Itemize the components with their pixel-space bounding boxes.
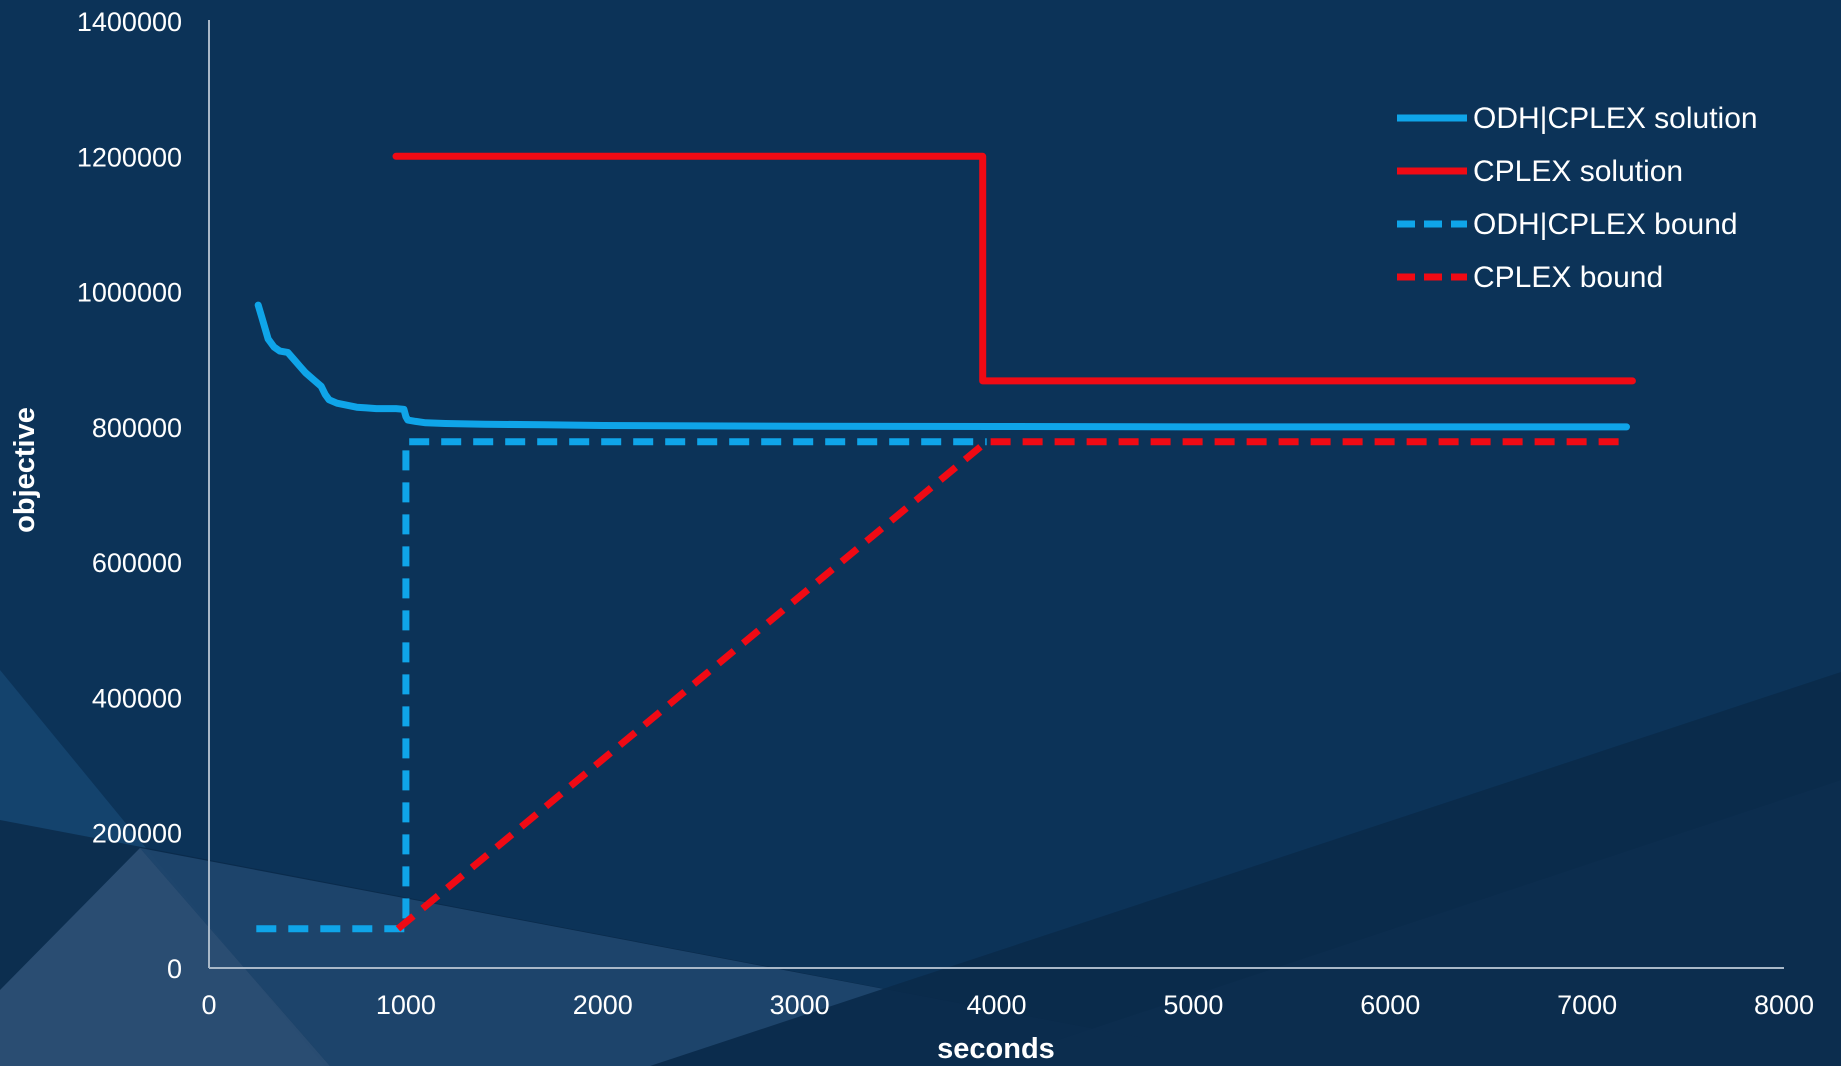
x-tick-label: 1000 — [376, 990, 436, 1020]
legend-label: ODH|CPLEX solution — [1473, 102, 1758, 135]
x-tick-label: 2000 — [573, 990, 633, 1020]
x-tick-label: 3000 — [770, 990, 830, 1020]
series-line-4 — [395, 438, 1627, 932]
y-tick-label: 1000000 — [77, 278, 182, 308]
y-tick-label: 800000 — [92, 413, 182, 443]
x-tick-labels: 0 1000 2000 3000 4000 5000 6000 7000 8000 — [201, 990, 1814, 1020]
series-layer — [254, 152, 1636, 933]
y-tick-label: 200000 — [92, 819, 182, 849]
x-axis-title: seconds — [937, 1033, 1055, 1065]
y-tick-label: 1200000 — [77, 142, 182, 172]
y-tick-label: 1400000 — [77, 7, 182, 37]
y-tick-labels: 0 200000 400000 600000 800000 1000000 1200000 1… — [77, 7, 182, 984]
x-tick-label: 8000 — [1754, 990, 1814, 1020]
legend-label: CPLEX bound — [1473, 261, 1663, 294]
x-tick-label: 6000 — [1360, 990, 1420, 1020]
legend-label: ODH|CPLEX bound — [1473, 208, 1738, 241]
legend: ODH|CPLEX solution CPLEX solution ODH|CPLE… — [1397, 102, 1758, 294]
y-tick-label: 600000 — [92, 548, 182, 578]
y-tick-label: 400000 — [92, 683, 182, 713]
x-tick-label: 5000 — [1163, 990, 1223, 1020]
series-line-3 — [256, 438, 987, 933]
x-tick-label: 4000 — [966, 990, 1026, 1020]
x-tick-label: 7000 — [1557, 990, 1617, 1020]
x-tick-label: 0 — [201, 990, 216, 1020]
y-axis-title: objective — [9, 407, 41, 533]
series-line-2 — [392, 152, 1636, 385]
y-tick-label: 0 — [167, 954, 182, 984]
series-line-1 — [254, 301, 1630, 431]
legend-label: CPLEX solution — [1473, 155, 1683, 188]
